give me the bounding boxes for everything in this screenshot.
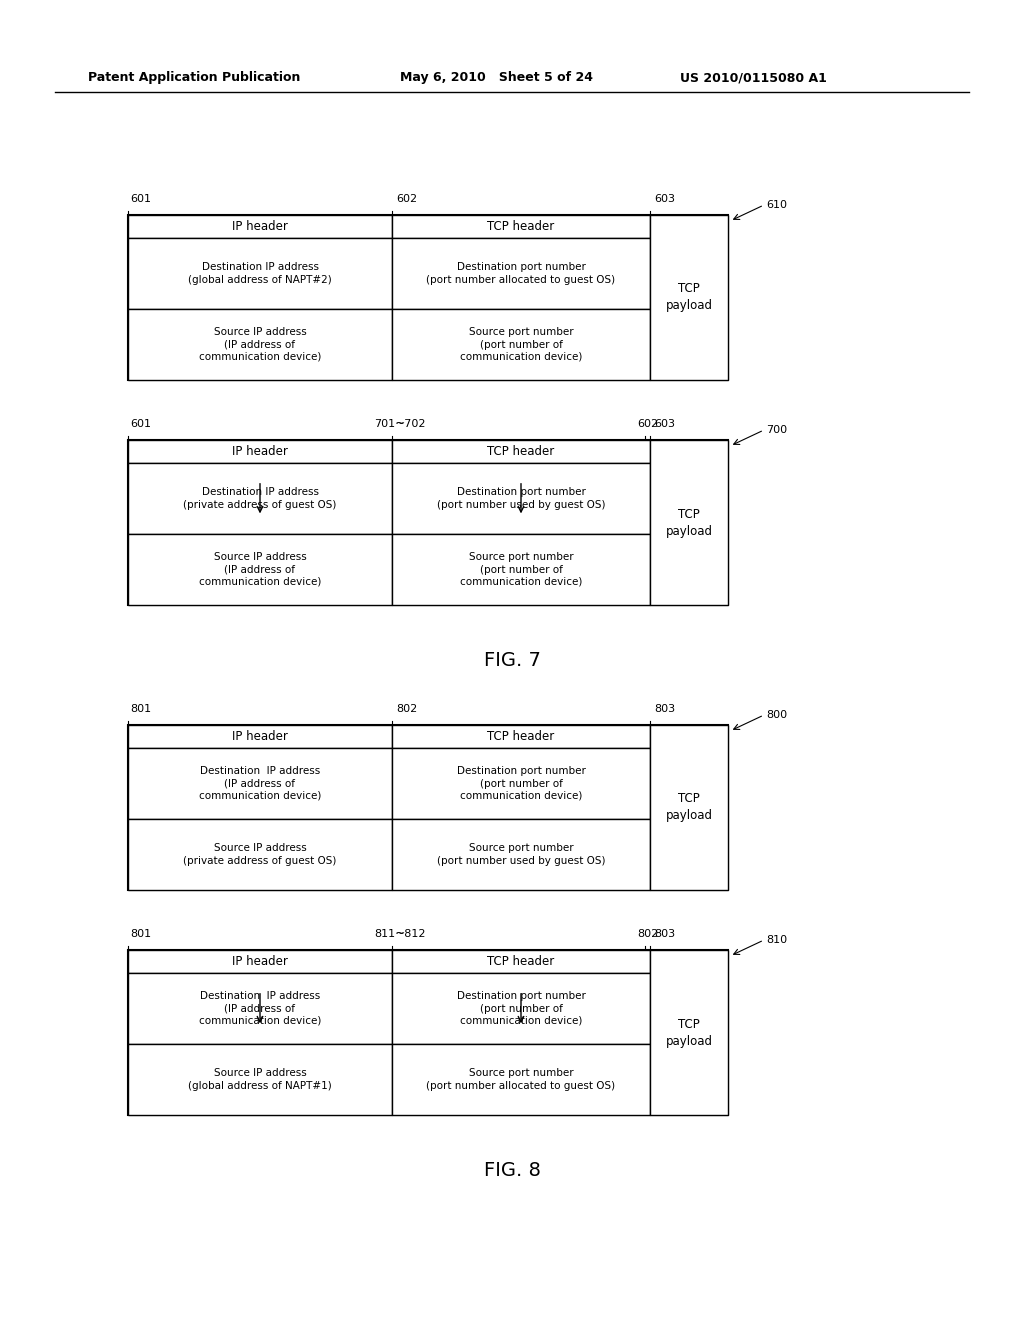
Text: IP header: IP header [232, 220, 288, 234]
Bar [650, 215, 728, 380]
Text: 802: 802 [637, 929, 658, 939]
Text: TCP header: TCP header [487, 220, 555, 234]
Text: Source port number
(port number allocated to guest OS): Source port number (port number allocate… [426, 1068, 615, 1090]
Text: Source port number
(port number used by guest OS): Source port number (port number used by … [437, 843, 605, 866]
Text: TCP
payload: TCP payload [666, 1018, 713, 1048]
Text: IP header: IP header [232, 730, 288, 743]
Text: 803: 803 [654, 704, 675, 714]
Bar [128, 818, 392, 890]
Bar [392, 309, 650, 380]
Bar [128, 238, 392, 309]
Text: FIG. 7: FIG. 7 [483, 651, 541, 669]
Text: Source IP address
(IP address of
communication device): Source IP address (IP address of communi… [199, 327, 322, 362]
Text: 602: 602 [637, 418, 658, 429]
Bar [392, 463, 650, 535]
Text: Destination port number
(port number used by guest OS): Destination port number (port number use… [437, 487, 605, 510]
Text: IP header: IP header [232, 445, 288, 458]
Bar [650, 440, 728, 605]
Text: TCP header: TCP header [487, 730, 555, 743]
Bar [128, 440, 728, 605]
Text: Source IP address
(IP address of
communication device): Source IP address (IP address of communi… [199, 552, 322, 587]
Text: 603: 603 [654, 418, 675, 429]
Text: 810: 810 [766, 935, 787, 945]
Text: US 2010/0115080 A1: US 2010/0115080 A1 [680, 71, 826, 84]
Text: 601: 601 [130, 418, 151, 429]
Text: 802: 802 [396, 704, 417, 714]
Bar [392, 215, 650, 238]
Text: Destination  IP address
(IP address of
communication device): Destination IP address (IP address of co… [199, 766, 322, 801]
Text: Destination IP address
(private address of guest OS): Destination IP address (private address … [183, 487, 337, 510]
Text: 701~: 701~ [374, 418, 404, 429]
Text: May 6, 2010   Sheet 5 of 24: May 6, 2010 Sheet 5 of 24 [400, 71, 593, 84]
Bar [392, 535, 650, 605]
Bar [392, 1044, 650, 1115]
Bar [128, 1044, 392, 1115]
Text: Source IP address
(private address of guest OS): Source IP address (private address of gu… [183, 843, 337, 866]
Bar [128, 748, 392, 818]
Bar [392, 748, 650, 818]
Text: Source IP address
(global address of NAPT#1): Source IP address (global address of NAP… [188, 1068, 332, 1090]
Text: 803: 803 [654, 929, 675, 939]
Text: 801: 801 [130, 704, 152, 714]
Text: 800: 800 [766, 710, 787, 719]
Bar [392, 725, 650, 748]
Bar [392, 238, 650, 309]
Bar [128, 463, 392, 535]
Bar [128, 950, 392, 973]
Bar [392, 440, 650, 463]
Text: Source port number
(port number of
communication device): Source port number (port number of commu… [460, 552, 583, 587]
Text: 601: 601 [130, 194, 151, 205]
Text: 602: 602 [396, 194, 417, 205]
Bar [128, 725, 392, 748]
Text: Destination port number
(port number of
communication device): Destination port number (port number of … [457, 766, 586, 801]
Bar [128, 973, 392, 1044]
Bar [128, 725, 728, 890]
Text: TCP
payload: TCP payload [666, 282, 713, 313]
Text: TCP header: TCP header [487, 956, 555, 968]
Bar [128, 309, 392, 380]
Bar [128, 440, 392, 463]
Text: 700: 700 [766, 425, 787, 436]
Bar [650, 725, 728, 890]
Text: ~702: ~702 [396, 418, 427, 429]
Text: TCP header: TCP header [487, 445, 555, 458]
Bar [128, 950, 728, 1115]
Text: Destination port number
(port number of
communication device): Destination port number (port number of … [457, 991, 586, 1026]
Bar [392, 950, 650, 973]
Text: 801: 801 [130, 929, 152, 939]
Text: TCP
payload: TCP payload [666, 507, 713, 537]
Text: Patent Application Publication: Patent Application Publication [88, 71, 300, 84]
Text: Destination IP address
(global address of NAPT#2): Destination IP address (global address o… [188, 263, 332, 285]
Text: ~812: ~812 [396, 929, 427, 939]
Text: IP header: IP header [232, 956, 288, 968]
Text: FIG. 8: FIG. 8 [483, 1160, 541, 1180]
Bar [392, 973, 650, 1044]
Bar [392, 818, 650, 890]
Bar [128, 215, 728, 380]
Text: Destination port number
(port number allocated to guest OS): Destination port number (port number all… [426, 263, 615, 285]
Bar [128, 215, 392, 238]
Bar [650, 950, 728, 1115]
Text: TCP
payload: TCP payload [666, 792, 713, 822]
Bar [128, 535, 392, 605]
Text: 811~: 811~ [374, 929, 404, 939]
Text: Destination  IP address
(IP address of
communication device): Destination IP address (IP address of co… [199, 991, 322, 1026]
Text: Source port number
(port number of
communication device): Source port number (port number of commu… [460, 327, 583, 362]
Text: 603: 603 [654, 194, 675, 205]
Text: 610: 610 [766, 201, 787, 210]
